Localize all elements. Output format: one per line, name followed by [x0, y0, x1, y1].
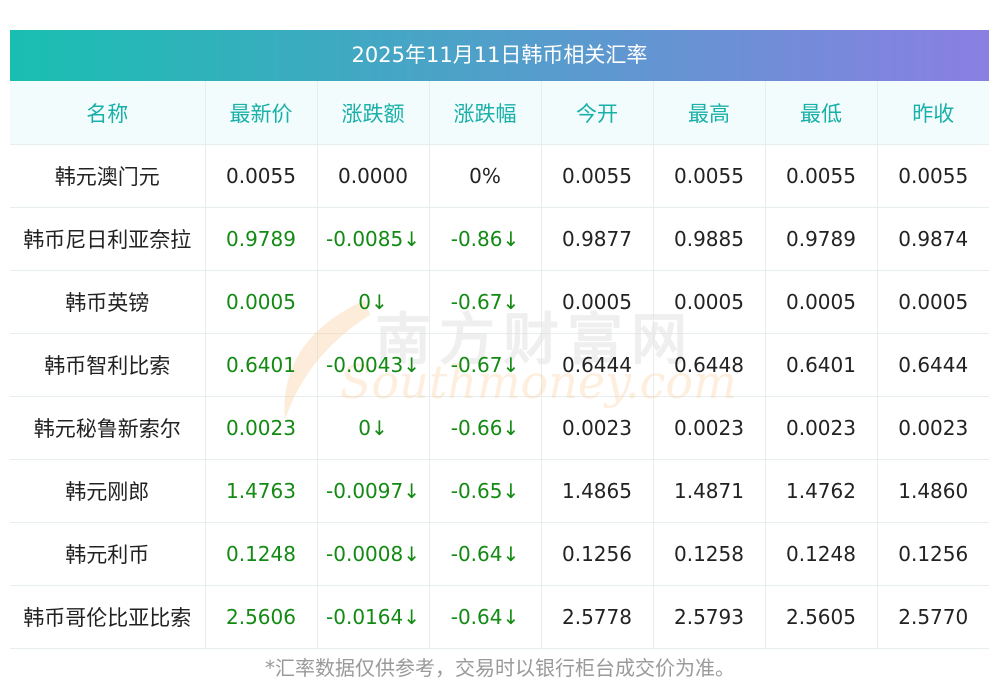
cell-latest: 0.6401	[205, 333, 318, 397]
table-row: 韩币哥伦比亚比索 2.5606 -0.0164↓ -0.64↓ 2.5778 2.5793…	[10, 585, 989, 649]
cell-low: 0.0055	[765, 144, 878, 208]
cell-prev: 2.5770	[877, 585, 989, 649]
col-header-latest: 最新价	[205, 81, 318, 145]
cell-pct: -0.67↓	[429, 333, 542, 397]
cell-low: 1.4762	[765, 459, 878, 523]
cell-latest: 0.0023	[205, 396, 318, 460]
cell-latest: 2.5606	[205, 585, 318, 649]
cell-prev: 0.9874	[877, 207, 989, 271]
cell-latest: 0.0055	[205, 144, 318, 208]
cell-name: 韩元刚郎	[10, 459, 206, 523]
table-row: 韩元利币 0.1248 -0.0008↓ -0.64↓ 0.1256 0.1258 0.12…	[10, 522, 989, 586]
cell-prev: 0.1256	[877, 522, 989, 586]
cell-pct: 0%	[429, 144, 542, 208]
cell-change: 0↓	[317, 270, 430, 334]
col-header-high: 最高	[653, 81, 766, 145]
header-row: 名称 最新价 涨跌额 涨跌幅 今开 最高 最低 昨收	[10, 81, 989, 145]
cell-prev: 0.0023	[877, 396, 989, 460]
table-row: 韩元澳门元 0.0055 0.0000 0% 0.0055 0.0055 0.0055 0.0…	[10, 144, 989, 208]
cell-high: 0.9885	[653, 207, 766, 271]
cell-latest: 0.0005	[205, 270, 318, 334]
cell-low: 0.1248	[765, 522, 878, 586]
cell-pct: -0.67↓	[429, 270, 542, 334]
exchange-rate-table: 名称 最新价 涨跌额 涨跌幅 今开 最高 最低 昨收 韩元澳门元 0.0055 0.…	[10, 81, 989, 649]
cell-open: 0.1256	[541, 522, 654, 586]
cell-name: 韩元秘鲁新索尔	[10, 396, 206, 460]
cell-low: 0.6401	[765, 333, 878, 397]
col-header-name: 名称	[10, 81, 206, 145]
cell-pct: -0.86↓	[429, 207, 542, 271]
cell-change: 0↓	[317, 396, 430, 460]
table-row: 韩元刚郎 1.4763 -0.0097↓ -0.65↓ 1.4865 1.4871 1.47…	[10, 459, 989, 523]
col-header-low: 最低	[765, 81, 878, 145]
col-header-prev: 昨收	[877, 81, 989, 145]
cell-name: 韩币英镑	[10, 270, 206, 334]
cell-open: 0.6444	[541, 333, 654, 397]
table-row: 韩币尼日利亚奈拉 0.9789 -0.0085↓ -0.86↓ 0.9877 0.9885…	[10, 207, 989, 271]
cell-latest: 1.4763	[205, 459, 318, 523]
table-title: 2025年11月11日韩币相关汇率	[10, 30, 989, 81]
cell-prev: 0.0005	[877, 270, 989, 334]
col-header-pct: 涨跌幅	[429, 81, 542, 145]
cell-high: 0.0055	[653, 144, 766, 208]
cell-high: 1.4871	[653, 459, 766, 523]
cell-name: 韩元利币	[10, 522, 206, 586]
col-header-open: 今开	[541, 81, 654, 145]
table-row: 韩元秘鲁新索尔 0.0023 0↓ -0.66↓ 0.0023 0.0023 0.0023 0…	[10, 396, 989, 460]
cell-low: 0.0005	[765, 270, 878, 334]
cell-pct: -0.64↓	[429, 585, 542, 649]
cell-open: 0.0055	[541, 144, 654, 208]
cell-open: 2.5778	[541, 585, 654, 649]
cell-change: -0.0164↓	[317, 585, 430, 649]
cell-name: 韩币哥伦比亚比索	[10, 585, 206, 649]
cell-open: 0.9877	[541, 207, 654, 271]
cell-low: 0.9789	[765, 207, 878, 271]
cell-low: 2.5605	[765, 585, 878, 649]
cell-change: -0.0097↓	[317, 459, 430, 523]
col-header-change: 涨跌额	[317, 81, 430, 145]
cell-name: 韩币尼日利亚奈拉	[10, 207, 206, 271]
cell-high: 0.0023	[653, 396, 766, 460]
cell-change: -0.0085↓	[317, 207, 430, 271]
cell-pct: -0.65↓	[429, 459, 542, 523]
cell-pct: -0.66↓	[429, 396, 542, 460]
cell-prev: 1.4860	[877, 459, 989, 523]
cell-latest: 0.1248	[205, 522, 318, 586]
cell-prev: 0.6444	[877, 333, 989, 397]
cell-low: 0.0023	[765, 396, 878, 460]
cell-change: 0.0000	[317, 144, 430, 208]
rate-table-card: 2025年11月11日韩币相关汇率 名称 最新价 涨跌额 涨跌幅 今开 最高 最…	[10, 30, 989, 649]
cell-change: -0.0008↓	[317, 522, 430, 586]
cell-open: 1.4865	[541, 459, 654, 523]
table-row: 韩币智利比索 0.6401 -0.0043↓ -0.67↓ 0.6444 0.6448 0.…	[10, 333, 989, 397]
cell-latest: 0.9789	[205, 207, 318, 271]
cell-pct: -0.64↓	[429, 522, 542, 586]
cell-name: 韩元澳门元	[10, 144, 206, 208]
cell-prev: 0.0055	[877, 144, 989, 208]
cell-high: 0.6448	[653, 333, 766, 397]
cell-open: 0.0023	[541, 396, 654, 460]
cell-change: -0.0043↓	[317, 333, 430, 397]
cell-high: 2.5793	[653, 585, 766, 649]
footnote: *汇率数据仅供参考，交易时以银行柜台成交价为准。	[265, 656, 735, 680]
cell-high: 0.0005	[653, 270, 766, 334]
cell-high: 0.1258	[653, 522, 766, 586]
cell-name: 韩币智利比索	[10, 333, 206, 397]
table-row: 韩币英镑 0.0005 0↓ -0.67↓ 0.0005 0.0005 0.0005 0.00…	[10, 270, 989, 334]
cell-open: 0.0005	[541, 270, 654, 334]
